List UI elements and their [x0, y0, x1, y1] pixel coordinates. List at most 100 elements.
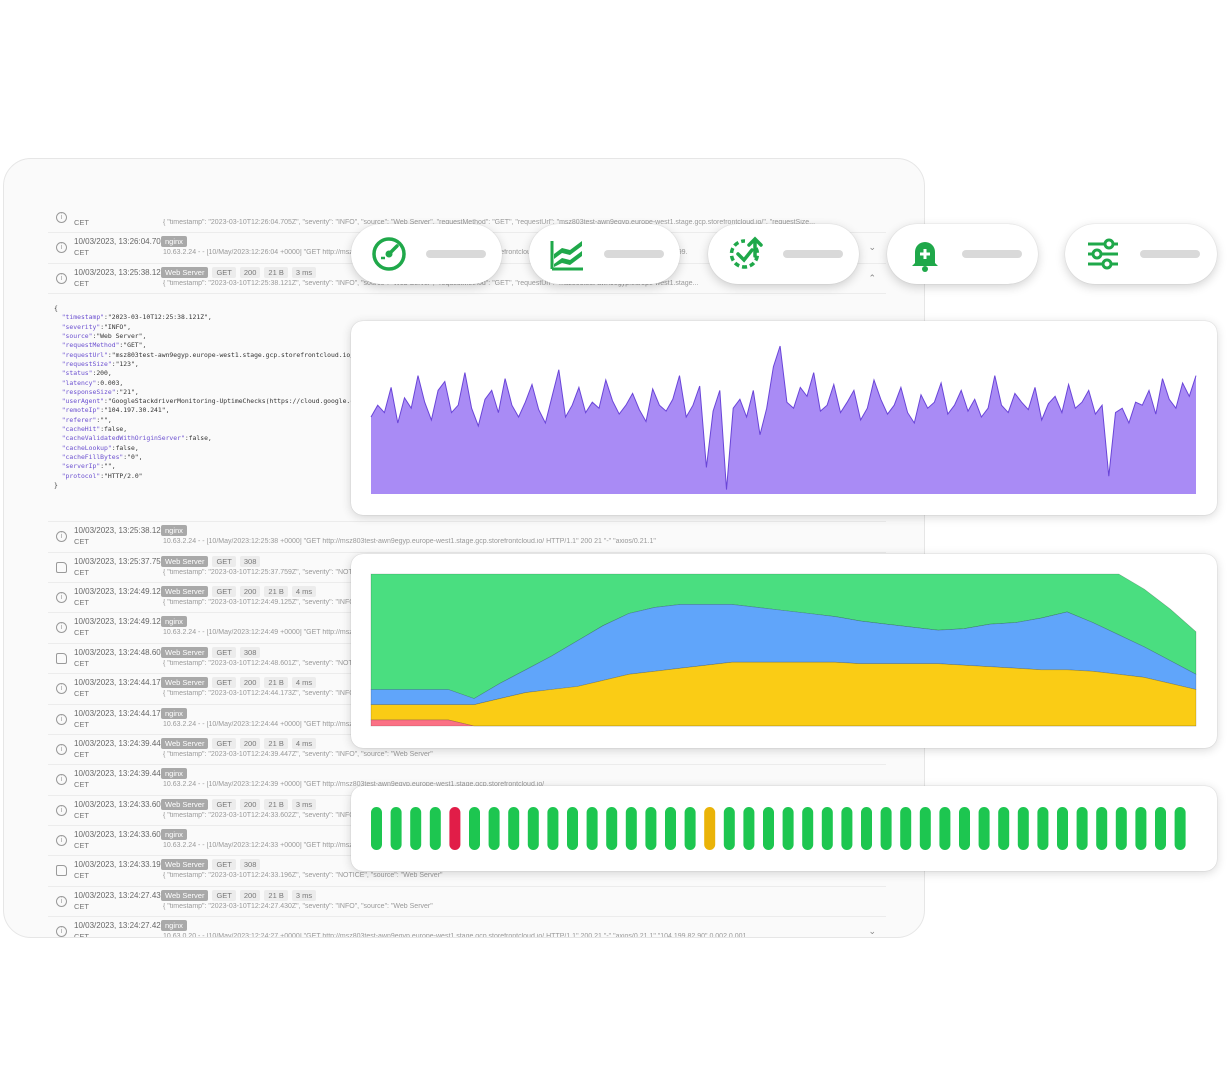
stack-red-area: [370, 719, 1196, 727]
log-message: { "timestamp": "2023-03-10T12:24:48.601Z…: [163, 659, 443, 667]
uptime-bar-warning[interactable]: [704, 807, 716, 850]
uptime-check-icon: [729, 236, 763, 269]
json-line: "userAgent":"GoogleStackdriverMonitoring…: [54, 397, 886, 406]
expand-chevron-icon[interactable]: ⌄: [868, 926, 876, 937]
log-tag: nginx: [161, 829, 187, 841]
uptime-bar-ok[interactable]: [723, 807, 735, 850]
log-message: 10.63.0.20 - - [10/May/2023:12:24:27 +00…: [163, 933, 747, 937]
log-timestamp: 10/03/2023, 13:24:33.602: [74, 799, 166, 809]
log-tag: 21 B: [264, 585, 288, 597]
log-timezone: CET: [74, 218, 89, 227]
feature-pill-alert-bell[interactable]: [887, 224, 1038, 284]
uptime-bar-ok[interactable]: [841, 807, 853, 850]
uptime-bar-ok[interactable]: [743, 807, 755, 850]
uptime-bar-ok[interactable]: [567, 807, 578, 850]
uptime-bar-ok[interactable]: [1115, 807, 1127, 850]
log-timezone: CET: [74, 278, 89, 288]
log-timestamp: 10/03/2023, 13:24:49.125: [74, 617, 166, 627]
uptime-bar-ok[interactable]: [1037, 807, 1049, 850]
uptime-bar-ok[interactable]: [586, 807, 598, 850]
info-icon: i: [56, 683, 67, 695]
uptime-bar-ok[interactable]: [821, 807, 833, 850]
log-entry-row[interactable]: i 10/03/2023, 13:24:39.447 CET Web Server GE…: [48, 735, 886, 766]
uptime-bar-ok[interactable]: [488, 807, 500, 850]
uptime-bar-ok[interactable]: [861, 807, 872, 850]
log-entry-row[interactable]: i 10/03/2023, 13:24:27.430 CET Web Server GE…: [48, 887, 886, 918]
uptime-bar-ok[interactable]: [1057, 807, 1068, 850]
uptime-bar-ok[interactable]: [371, 807, 382, 850]
uptime-bar-ok[interactable]: [606, 807, 618, 850]
log-tag: 4 ms: [291, 585, 317, 597]
log-timestamp: 10/03/2023, 13:24:44.173: [74, 678, 166, 688]
log-tags: Web Server GET 308: [161, 555, 261, 567]
json-line: "serverIp":"",: [54, 462, 886, 471]
json-indent: [54, 323, 62, 331]
uptime-bar-ok[interactable]: [880, 807, 892, 850]
log-timestamp: 10/03/2023, 13:24:33.196: [74, 860, 166, 870]
uptime-bar-ok[interactable]: [782, 807, 794, 850]
uptime-bar-ok[interactable]: [1174, 807, 1186, 850]
uptime-bar-ok[interactable]: [802, 807, 814, 850]
uptime-bar-ok[interactable]: [508, 807, 520, 850]
log-entry-row[interactable]: i 10/03/2023, 13:24:27.429 CET nginx 10.63.0…: [48, 917, 886, 937]
uptime-bar-ok[interactable]: [1096, 807, 1108, 850]
label-placeholder-bar: [604, 250, 664, 258]
feature-pill-speedometer[interactable]: [351, 224, 502, 284]
log-timestamp: 10/03/2023, 13:24:48.601: [74, 647, 166, 657]
document-icon: [56, 561, 67, 573]
uptime-bar-ok[interactable]: [1135, 807, 1147, 850]
uptime-bar-ok[interactable]: [390, 807, 402, 850]
info-icon: i: [56, 212, 67, 223]
json-key: "responseSize": [61, 387, 116, 396]
feature-pill-stacked-area-chart[interactable]: [529, 224, 680, 284]
json-key: "userAgent": [61, 397, 105, 406]
json-value: :"Web Server",: [92, 332, 147, 341]
log-timestamp: 10/03/2023, 13:24:27.429: [74, 921, 166, 931]
log-entry-row[interactable]: i 10/03/2023, 13:25:38.121 CET nginx 10.63.2…: [48, 522, 886, 553]
uptime-bar-ok[interactable]: [763, 807, 774, 850]
uptime-bar-ok[interactable]: [998, 807, 1010, 850]
uptime-bar-ok[interactable]: [665, 807, 676, 850]
uptime-bar-ok[interactable]: [900, 807, 912, 850]
uptime-bar-ok[interactable]: [978, 807, 990, 850]
json-key: "remoteIp": [61, 406, 101, 415]
log-timezone: CET: [74, 658, 89, 668]
uptime-bar-ok[interactable]: [1017, 807, 1029, 850]
expand-chevron-icon[interactable]: ⌃: [868, 272, 876, 283]
uptime-bar-ok[interactable]: [959, 807, 970, 850]
json-value: :"msz803test-awn9egyp.europe-west1.stage…: [107, 350, 362, 359]
log-tag: 21 B: [264, 266, 288, 278]
log-tag: GET: [212, 646, 236, 658]
uptime-bar-ok[interactable]: [547, 807, 559, 850]
uptime-bar-ok[interactable]: [469, 807, 480, 850]
log-tags: Web Server GET 308: [161, 646, 261, 658]
uptime-bar-ok[interactable]: [625, 807, 637, 850]
log-tag: Web Server: [161, 889, 209, 901]
log-tag: 3 ms: [291, 798, 317, 810]
uptime-bar-ok[interactable]: [919, 807, 931, 850]
uptime-bar-ok[interactable]: [429, 807, 441, 850]
json-indent: }: [54, 480, 58, 489]
uptime-bar-error[interactable]: [449, 807, 461, 850]
info-icon: i: [56, 804, 67, 816]
json-line: "cacheFillBytes":"0",: [54, 453, 886, 462]
log-timestamp: 10/03/2023, 13:24:33.601: [74, 830, 166, 840]
json-key: "serverIp": [61, 462, 101, 471]
uptime-bar-ok[interactable]: [527, 807, 539, 850]
uptime-bar-ok[interactable]: [1076, 807, 1088, 850]
uptime-bar-ok[interactable]: [684, 807, 696, 850]
log-tag: 4 ms: [291, 737, 317, 749]
log-tag: Web Server: [161, 859, 209, 871]
uptime-bar-ok[interactable]: [645, 807, 657, 850]
json-value: :"2023-03-10T12:25:38.121Z",: [104, 313, 212, 322]
log-entry-row[interactable]: 10/03/2023, 13:24:33.196 CET Web Server GET…: [48, 856, 886, 887]
stacked-area-chart: [370, 573, 1197, 727]
log-tags: nginx: [161, 829, 187, 841]
uptime-bar-ok[interactable]: [410, 807, 422, 850]
uptime-bar-ok[interactable]: [939, 807, 951, 850]
json-line: "status":200,: [54, 369, 886, 378]
uptime-bar-ok[interactable]: [1155, 807, 1166, 850]
feature-pill-settings-sliders[interactable]: [1065, 224, 1217, 284]
expand-chevron-icon[interactable]: ⌄: [868, 242, 876, 253]
feature-pill-uptime-check[interactable]: [708, 224, 859, 284]
